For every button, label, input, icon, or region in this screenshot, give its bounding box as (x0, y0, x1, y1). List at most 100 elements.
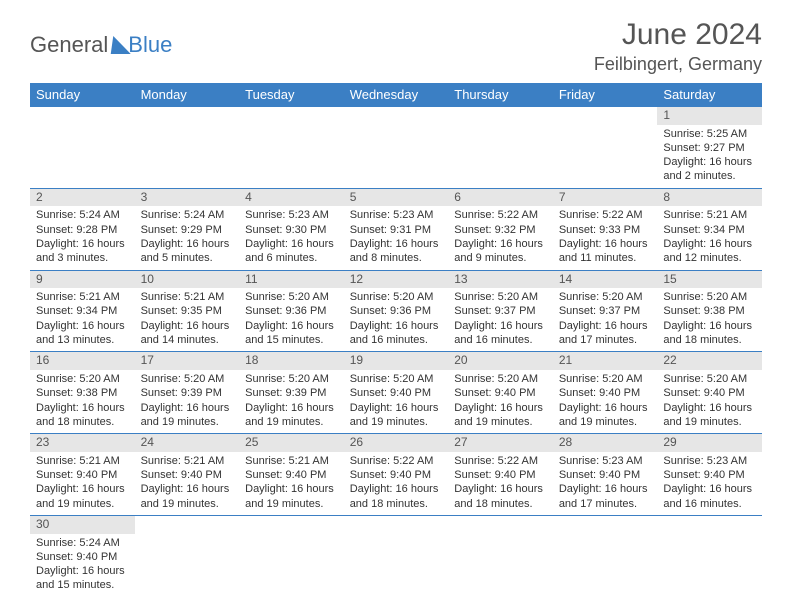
sunset-text: Sunset: 9:33 PM (559, 223, 652, 237)
calendar-cell (344, 515, 449, 596)
calendar-cell: 24Sunrise: 5:21 AMSunset: 9:40 PMDayligh… (135, 434, 240, 516)
day-details: Sunrise: 5:23 AMSunset: 9:40 PMDaylight:… (553, 452, 658, 515)
sunset-text: Sunset: 9:36 PM (350, 304, 443, 318)
day-number: 30 (30, 516, 135, 534)
day-details: Sunrise: 5:20 AMSunset: 9:39 PMDaylight:… (135, 370, 240, 433)
sunset-text: Sunset: 9:40 PM (663, 386, 756, 400)
daylight-text: Daylight: 16 hours and 19 minutes. (350, 401, 443, 430)
daylight-text: Daylight: 16 hours and 17 minutes. (559, 482, 652, 511)
day-details: Sunrise: 5:24 AMSunset: 9:28 PMDaylight:… (30, 206, 135, 269)
daylight-text: Daylight: 16 hours and 6 minutes. (245, 237, 338, 266)
daylight-text: Daylight: 16 hours and 5 minutes. (141, 237, 234, 266)
day-number: 25 (239, 434, 344, 452)
calendar-cell: 19Sunrise: 5:20 AMSunset: 9:40 PMDayligh… (344, 352, 449, 434)
calendar-cell (448, 515, 553, 596)
day-details: Sunrise: 5:23 AMSunset: 9:31 PMDaylight:… (344, 206, 449, 269)
day-number: 5 (344, 189, 449, 207)
sunrise-text: Sunrise: 5:21 AM (663, 208, 756, 222)
day-details: Sunrise: 5:22 AMSunset: 9:33 PMDaylight:… (553, 206, 658, 269)
calendar-cell (239, 107, 344, 189)
calendar-row: 1Sunrise: 5:25 AMSunset: 9:27 PMDaylight… (30, 107, 762, 189)
calendar-row: 23Sunrise: 5:21 AMSunset: 9:40 PMDayligh… (30, 434, 762, 516)
day-details: Sunrise: 5:20 AMSunset: 9:36 PMDaylight:… (344, 288, 449, 351)
day-details: Sunrise: 5:20 AMSunset: 9:40 PMDaylight:… (448, 370, 553, 433)
sunrise-text: Sunrise: 5:20 AM (245, 372, 338, 386)
calendar-cell (657, 515, 762, 596)
day-number: 23 (30, 434, 135, 452)
logo: General Blue (30, 32, 172, 58)
calendar-cell: 8Sunrise: 5:21 AMSunset: 9:34 PMDaylight… (657, 188, 762, 270)
calendar-cell (30, 107, 135, 189)
day-number: 8 (657, 189, 762, 207)
sunrise-text: Sunrise: 5:22 AM (559, 208, 652, 222)
day-details: Sunrise: 5:20 AMSunset: 9:38 PMDaylight:… (657, 288, 762, 351)
sail-icon (111, 36, 134, 54)
day-number: 4 (239, 189, 344, 207)
sunrise-text: Sunrise: 5:23 AM (245, 208, 338, 222)
calendar-cell: 25Sunrise: 5:21 AMSunset: 9:40 PMDayligh… (239, 434, 344, 516)
calendar-cell (448, 107, 553, 189)
sunrise-text: Sunrise: 5:22 AM (454, 454, 547, 468)
daylight-text: Daylight: 16 hours and 9 minutes. (454, 237, 547, 266)
calendar-cell: 12Sunrise: 5:20 AMSunset: 9:36 PMDayligh… (344, 270, 449, 352)
day-details: Sunrise: 5:21 AMSunset: 9:40 PMDaylight:… (30, 452, 135, 515)
sunset-text: Sunset: 9:38 PM (663, 304, 756, 318)
sunrise-text: Sunrise: 5:25 AM (663, 127, 756, 141)
daylight-text: Daylight: 16 hours and 19 minutes. (663, 401, 756, 430)
sunset-text: Sunset: 9:40 PM (559, 468, 652, 482)
weekday-header: Monday (135, 83, 240, 107)
calendar-row: 9Sunrise: 5:21 AMSunset: 9:34 PMDaylight… (30, 270, 762, 352)
daylight-text: Daylight: 16 hours and 18 minutes. (36, 401, 129, 430)
calendar-cell: 16Sunrise: 5:20 AMSunset: 9:38 PMDayligh… (30, 352, 135, 434)
sunrise-text: Sunrise: 5:20 AM (663, 372, 756, 386)
title-block: June 2024 Feilbingert, Germany (594, 18, 762, 75)
sunrise-text: Sunrise: 5:23 AM (663, 454, 756, 468)
sunrise-text: Sunrise: 5:20 AM (454, 290, 547, 304)
daylight-text: Daylight: 16 hours and 19 minutes. (245, 401, 338, 430)
daylight-text: Daylight: 16 hours and 16 minutes. (454, 319, 547, 348)
sunrise-text: Sunrise: 5:23 AM (559, 454, 652, 468)
day-details: Sunrise: 5:20 AMSunset: 9:37 PMDaylight:… (553, 288, 658, 351)
weekday-header-row: Sunday Monday Tuesday Wednesday Thursday… (30, 83, 762, 107)
sunset-text: Sunset: 9:39 PM (245, 386, 338, 400)
daylight-text: Daylight: 16 hours and 18 minutes. (663, 319, 756, 348)
day-number: 13 (448, 271, 553, 289)
logo-text-blue: Blue (128, 32, 172, 58)
calendar-cell (553, 515, 658, 596)
daylight-text: Daylight: 16 hours and 19 minutes. (36, 482, 129, 511)
day-number: 2 (30, 189, 135, 207)
sunrise-text: Sunrise: 5:24 AM (36, 536, 129, 550)
weekday-header: Sunday (30, 83, 135, 107)
day-number: 10 (135, 271, 240, 289)
weekday-header: Wednesday (344, 83, 449, 107)
sunset-text: Sunset: 9:40 PM (559, 386, 652, 400)
calendar-cell: 6Sunrise: 5:22 AMSunset: 9:32 PMDaylight… (448, 188, 553, 270)
day-details: Sunrise: 5:21 AMSunset: 9:40 PMDaylight:… (135, 452, 240, 515)
day-details: Sunrise: 5:20 AMSunset: 9:40 PMDaylight:… (553, 370, 658, 433)
sunrise-text: Sunrise: 5:20 AM (559, 290, 652, 304)
sunrise-text: Sunrise: 5:21 AM (141, 454, 234, 468)
day-number: 22 (657, 352, 762, 370)
day-details: Sunrise: 5:24 AMSunset: 9:29 PMDaylight:… (135, 206, 240, 269)
calendar-cell: 17Sunrise: 5:20 AMSunset: 9:39 PMDayligh… (135, 352, 240, 434)
calendar-row: 2Sunrise: 5:24 AMSunset: 9:28 PMDaylight… (30, 188, 762, 270)
sunset-text: Sunset: 9:38 PM (36, 386, 129, 400)
sunset-text: Sunset: 9:37 PM (454, 304, 547, 318)
daylight-text: Daylight: 16 hours and 15 minutes. (36, 564, 129, 593)
sunrise-text: Sunrise: 5:20 AM (350, 290, 443, 304)
day-number: 6 (448, 189, 553, 207)
calendar-table: Sunday Monday Tuesday Wednesday Thursday… (30, 83, 762, 597)
day-number: 24 (135, 434, 240, 452)
sunset-text: Sunset: 9:30 PM (245, 223, 338, 237)
day-number: 15 (657, 271, 762, 289)
calendar-cell: 7Sunrise: 5:22 AMSunset: 9:33 PMDaylight… (553, 188, 658, 270)
sunrise-text: Sunrise: 5:24 AM (36, 208, 129, 222)
sunrise-text: Sunrise: 5:23 AM (350, 208, 443, 222)
daylight-text: Daylight: 16 hours and 8 minutes. (350, 237, 443, 266)
calendar-cell (135, 515, 240, 596)
calendar-cell: 20Sunrise: 5:20 AMSunset: 9:40 PMDayligh… (448, 352, 553, 434)
calendar-cell (553, 107, 658, 189)
day-number: 26 (344, 434, 449, 452)
sunset-text: Sunset: 9:36 PM (245, 304, 338, 318)
day-details: Sunrise: 5:20 AMSunset: 9:38 PMDaylight:… (30, 370, 135, 433)
